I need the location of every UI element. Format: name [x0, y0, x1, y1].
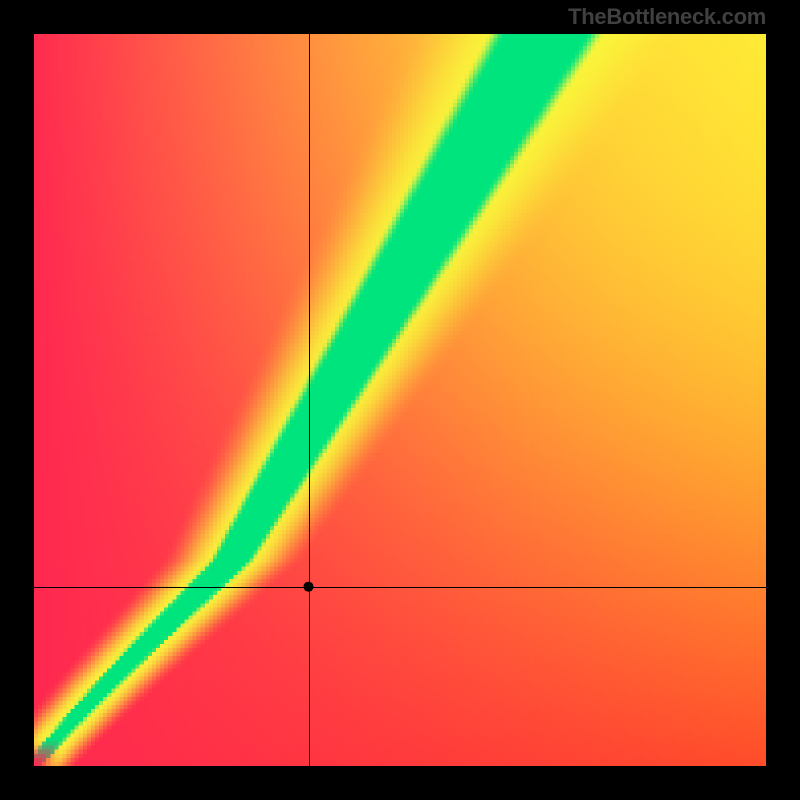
attribution-label: TheBottleneck.com: [568, 4, 766, 30]
crosshair-overlay: [34, 34, 766, 766]
attribution-text: TheBottleneck.com: [568, 4, 766, 29]
chart-frame: TheBottleneck.com: [0, 0, 800, 800]
